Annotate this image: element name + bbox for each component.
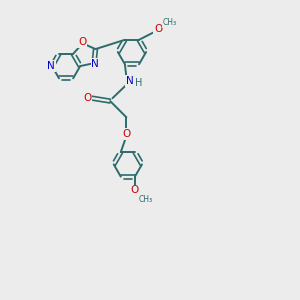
Text: N: N — [126, 76, 134, 86]
Text: O: O — [83, 92, 92, 103]
Text: H: H — [135, 78, 142, 88]
Text: N: N — [91, 59, 99, 69]
Text: N: N — [47, 61, 55, 71]
Text: O: O — [154, 24, 162, 34]
Text: CH₃: CH₃ — [138, 195, 152, 204]
Text: O: O — [78, 37, 86, 47]
Text: O: O — [122, 129, 130, 139]
Text: O: O — [131, 185, 139, 196]
Text: CH₃: CH₃ — [163, 18, 177, 27]
